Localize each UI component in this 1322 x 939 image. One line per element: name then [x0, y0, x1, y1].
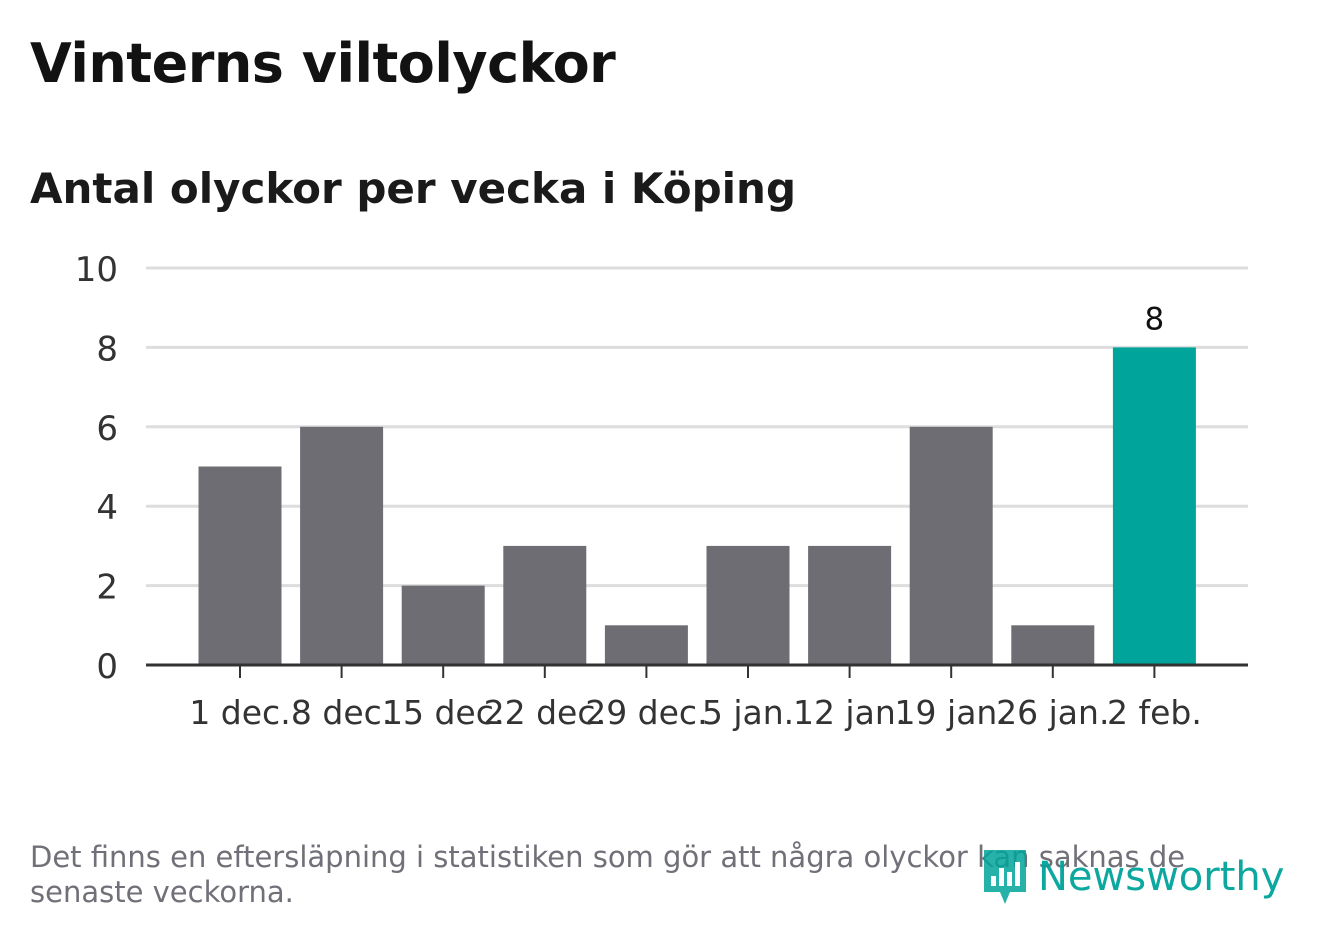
data-labels: 8 — [1145, 301, 1165, 337]
x-tick-label: 19 jan. — [895, 693, 1008, 732]
x-axis — [146, 663, 1248, 678]
x-tick-label: 5 jan. — [702, 693, 794, 732]
x-tick-label: 8 dec. — [291, 693, 392, 732]
newsworthy-logo-text: Newsworthy — [1038, 854, 1285, 900]
y-tick-label: 6 — [96, 409, 118, 449]
x-tick-label: 29 dec. — [585, 693, 707, 732]
bar — [1112, 347, 1196, 665]
y-axis-ticks: 0 2 4 6 8 10 — [75, 250, 118, 687]
bar-chart: 0 2 4 6 8 10 1 dec. 8 dec.15 dec.22 dec.29 dec… — [75, 250, 1248, 732]
newsworthy-logo-icon — [984, 850, 1026, 904]
x-tick-label: 26 jan. — [996, 693, 1109, 732]
x-tick-label: 1 dec. — [189, 693, 290, 732]
y-tick-label: 0 — [96, 647, 118, 687]
y-tick-label: 10 — [75, 250, 118, 290]
newsworthy-logo: Newsworthy — [980, 844, 1284, 910]
bar — [706, 545, 790, 665]
bars — [198, 347, 1196, 665]
bar — [198, 466, 282, 665]
y-tick-label: 8 — [96, 329, 118, 369]
x-axis-ticks: 1 dec. 8 dec.15 dec.22 dec.29 dec.5 jan.1… — [189, 693, 1202, 732]
bar — [808, 545, 892, 665]
bar — [1011, 625, 1095, 665]
data-label: 8 — [1145, 301, 1165, 337]
bar — [300, 426, 384, 665]
y-tick-label: 4 — [96, 488, 118, 528]
chart-title: Vinterns viltolyckor — [30, 32, 616, 95]
chart-subtitle: Antal olyckor per vecka i Köping — [30, 164, 797, 213]
bar — [503, 545, 587, 665]
bar — [909, 426, 993, 665]
x-tick-label: 12 jan. — [793, 693, 906, 732]
bar — [604, 625, 688, 665]
x-tick-label: 22 dec. — [484, 693, 606, 732]
x-tick-label: 2 feb. — [1107, 693, 1202, 732]
y-tick-label: 2 — [96, 568, 118, 608]
bar — [401, 585, 485, 665]
x-tick-label: 15 dec. — [382, 693, 504, 732]
